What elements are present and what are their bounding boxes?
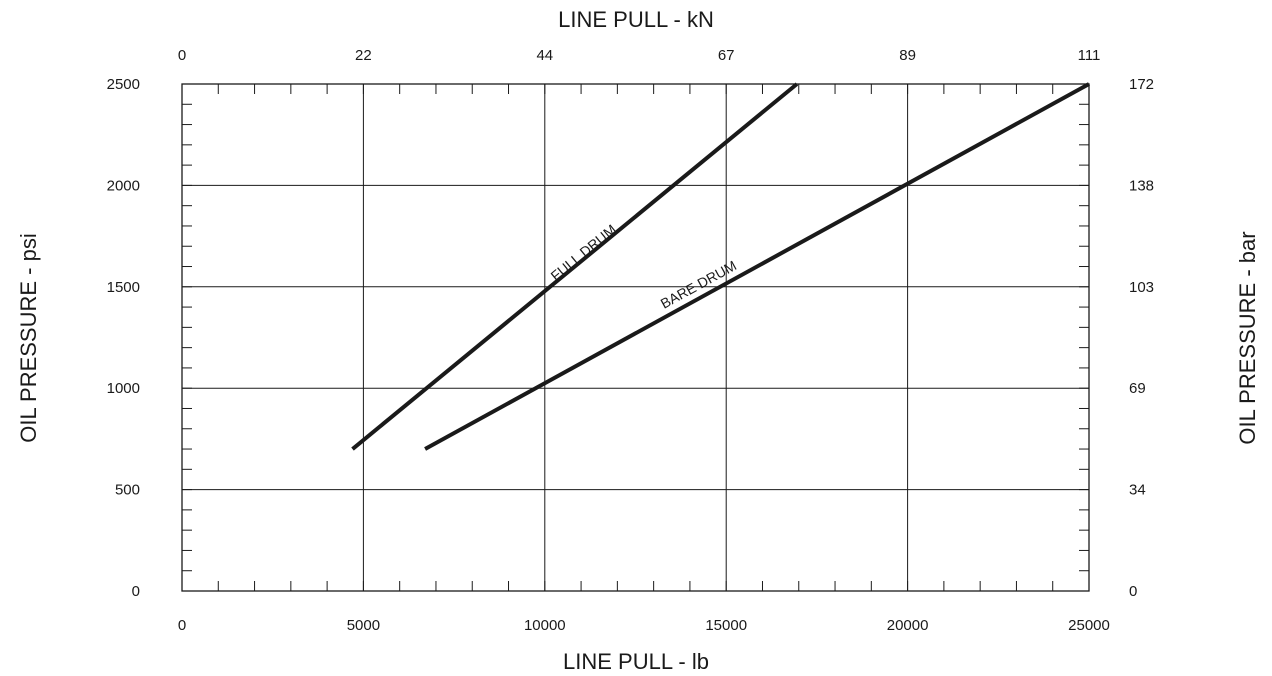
- x-tick-label-bottom: 15000: [705, 617, 747, 634]
- x-axis-title-top: LINE PULL - kN: [558, 7, 714, 32]
- y-tick-label-left: 0: [132, 583, 140, 600]
- y-tick-label-right: 34: [1129, 482, 1146, 499]
- plot-frame: [181, 83, 1090, 592]
- x-axis-title-bottom: LINE PULL - lb: [563, 649, 709, 674]
- y-axis-title-left: OIL PRESSURE - psi: [16, 233, 41, 442]
- y-tick-label-right: 138: [1129, 177, 1154, 194]
- y-tick-label-left: 1000: [107, 380, 140, 397]
- tick-labels: 0 0 5000 22 10000 44 15000 67 20000 89 25000 111 0 0 5…: [107, 47, 1154, 634]
- y-tick-label-right: 69: [1129, 380, 1146, 397]
- x-tick-label-top: 22: [355, 47, 372, 64]
- series-line-bare-drum: [424, 82, 1090, 451]
- y-tick-label-right: 172: [1129, 76, 1154, 93]
- y-tick-label-right: 103: [1129, 279, 1154, 296]
- y-tick-label-left: 2000: [107, 177, 140, 194]
- grid-layer: [182, 84, 1089, 591]
- x-tick-label-bottom: 10000: [524, 617, 566, 634]
- y-tick-label-left: 500: [115, 482, 140, 499]
- x-tick-label-top: 89: [899, 47, 916, 64]
- x-tick-label-top: 0: [178, 47, 186, 64]
- x-tick-label-top: 67: [718, 47, 735, 64]
- series-line-full-drum: [351, 82, 799, 451]
- y-tick-label-right: 0: [1129, 583, 1137, 600]
- x-tick-label-bottom: 5000: [347, 617, 380, 634]
- x-tick-label-top: 44: [536, 47, 553, 64]
- x-tick-label-top: 111: [1078, 47, 1101, 64]
- x-tick-label-bottom: 25000: [1068, 617, 1110, 634]
- y-tick-label-left: 2500: [107, 76, 140, 93]
- y-axis-title-right: OIL PRESSURE - bar: [1235, 231, 1260, 444]
- y-tick-label-left: 1500: [107, 279, 140, 296]
- series-label-full-drum: FULL DRUM: [548, 221, 620, 284]
- x-tick-label-bottom: 0: [178, 617, 186, 634]
- x-tick-label-bottom: 20000: [887, 617, 929, 634]
- minor-ticks: [182, 84, 1089, 591]
